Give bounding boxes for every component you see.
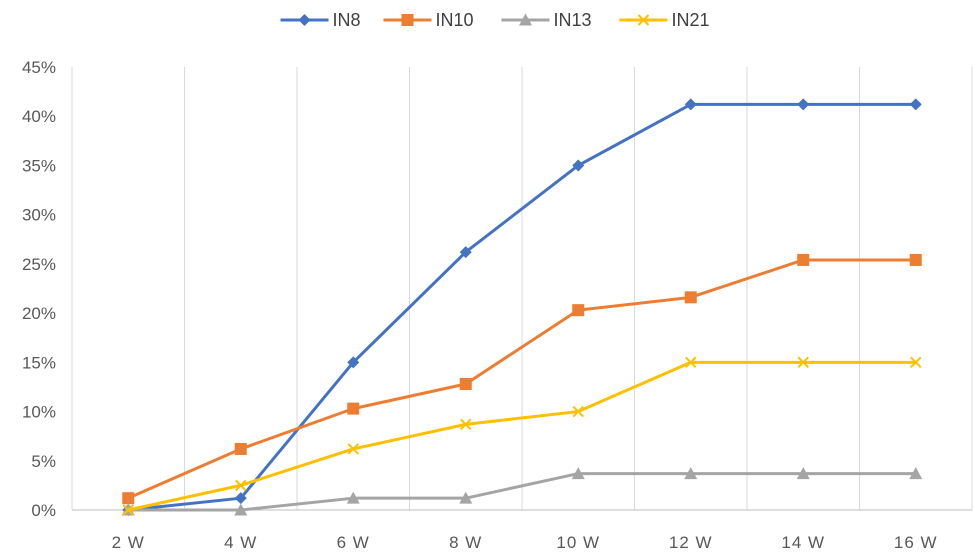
gridlines <box>71 67 973 510</box>
x-tick-label: 8 W <box>449 533 482 552</box>
legend-marker <box>637 14 650 26</box>
legend-label: IN21 <box>672 10 710 30</box>
plot-area <box>121 98 923 516</box>
data-point-in10 <box>459 377 472 390</box>
data-point-in10 <box>797 253 810 266</box>
y-tick-label: 30% <box>22 206 56 225</box>
data-point-in8 <box>347 356 360 369</box>
series-in21 <box>122 356 922 516</box>
data-point-in8 <box>797 98 810 111</box>
data-point-in10 <box>347 402 360 415</box>
data-point-in21 <box>460 418 472 431</box>
y-tick-label: 25% <box>22 255 56 274</box>
data-point-in21 <box>572 405 584 418</box>
x-tick-label: 2 W <box>112 533 145 552</box>
legend-item-in10: IN10 <box>383 10 474 30</box>
data-point-in13 <box>571 467 585 480</box>
y-axis: 0% 5% 10% 15% 20% 25% 30% 35% 40% 45% <box>22 58 56 520</box>
data-point-in8 <box>459 246 472 259</box>
series-line-in21 <box>127 360 916 512</box>
data-point-in10 <box>572 304 585 317</box>
data-point-in13 <box>459 491 473 504</box>
y-tick-label: 15% <box>22 353 56 372</box>
series-in8 <box>122 98 922 516</box>
data-point-in10 <box>684 291 697 304</box>
series-in10 <box>122 253 922 505</box>
x-tick-label: 16 W <box>894 533 938 552</box>
x-tick-label: 14 W <box>781 533 825 552</box>
data-point-in13 <box>234 503 248 516</box>
data-point-in8 <box>572 159 585 172</box>
legend-item-in13: IN13 <box>501 10 592 30</box>
data-point-in8 <box>909 98 922 111</box>
series-line-in13 <box>128 472 916 512</box>
data-point-in13 <box>346 491 360 504</box>
data-point-in21 <box>910 356 922 369</box>
data-point-in10 <box>909 253 922 266</box>
y-tick-label: 20% <box>22 304 56 323</box>
series-line-in8 <box>128 102 916 512</box>
legend-marker <box>519 13 532 26</box>
legend-marker <box>401 14 414 26</box>
x-axis: 2 W 4 W 6 W 8 W 10 W 12 W 14 W 16 W <box>72 509 972 552</box>
data-point-in21 <box>685 356 697 369</box>
y-tick-label: 10% <box>22 403 56 422</box>
legend-label: IN13 <box>554 10 592 30</box>
data-point-in10 <box>122 492 135 505</box>
x-tick-label: 4 W <box>224 533 257 552</box>
data-point-in21 <box>347 443 359 455</box>
data-point-in8 <box>234 492 247 505</box>
legend-label: IN10 <box>436 10 474 30</box>
data-point-in21 <box>797 356 809 369</box>
data-point-in13 <box>909 467 923 480</box>
legend-label: IN8 <box>333 10 361 30</box>
data-point-in13 <box>796 467 810 480</box>
data-point-in8 <box>684 98 697 111</box>
legend-item-in8: IN8 <box>280 10 361 30</box>
x-tick-label: 12 W <box>669 533 713 552</box>
data-point-in21 <box>235 479 247 492</box>
y-tick-label: 0% <box>31 501 56 520</box>
legend: IN8 IN10 IN13 IN21 <box>280 10 710 30</box>
y-tick-label: 45% <box>22 58 56 77</box>
data-point-in10 <box>234 442 247 455</box>
x-tick-label: 6 W <box>337 533 370 552</box>
y-tick-label: 35% <box>22 156 56 175</box>
data-point-in13 <box>684 467 698 480</box>
y-tick-label: 5% <box>31 452 56 471</box>
legend-item-in21: IN21 <box>619 10 710 30</box>
x-tick-label: 10 W <box>556 533 600 552</box>
data-point-in21 <box>122 504 134 516</box>
series-line-in10 <box>127 258 916 500</box>
y-tick-label: 40% <box>22 107 56 126</box>
legend-marker <box>298 14 311 26</box>
